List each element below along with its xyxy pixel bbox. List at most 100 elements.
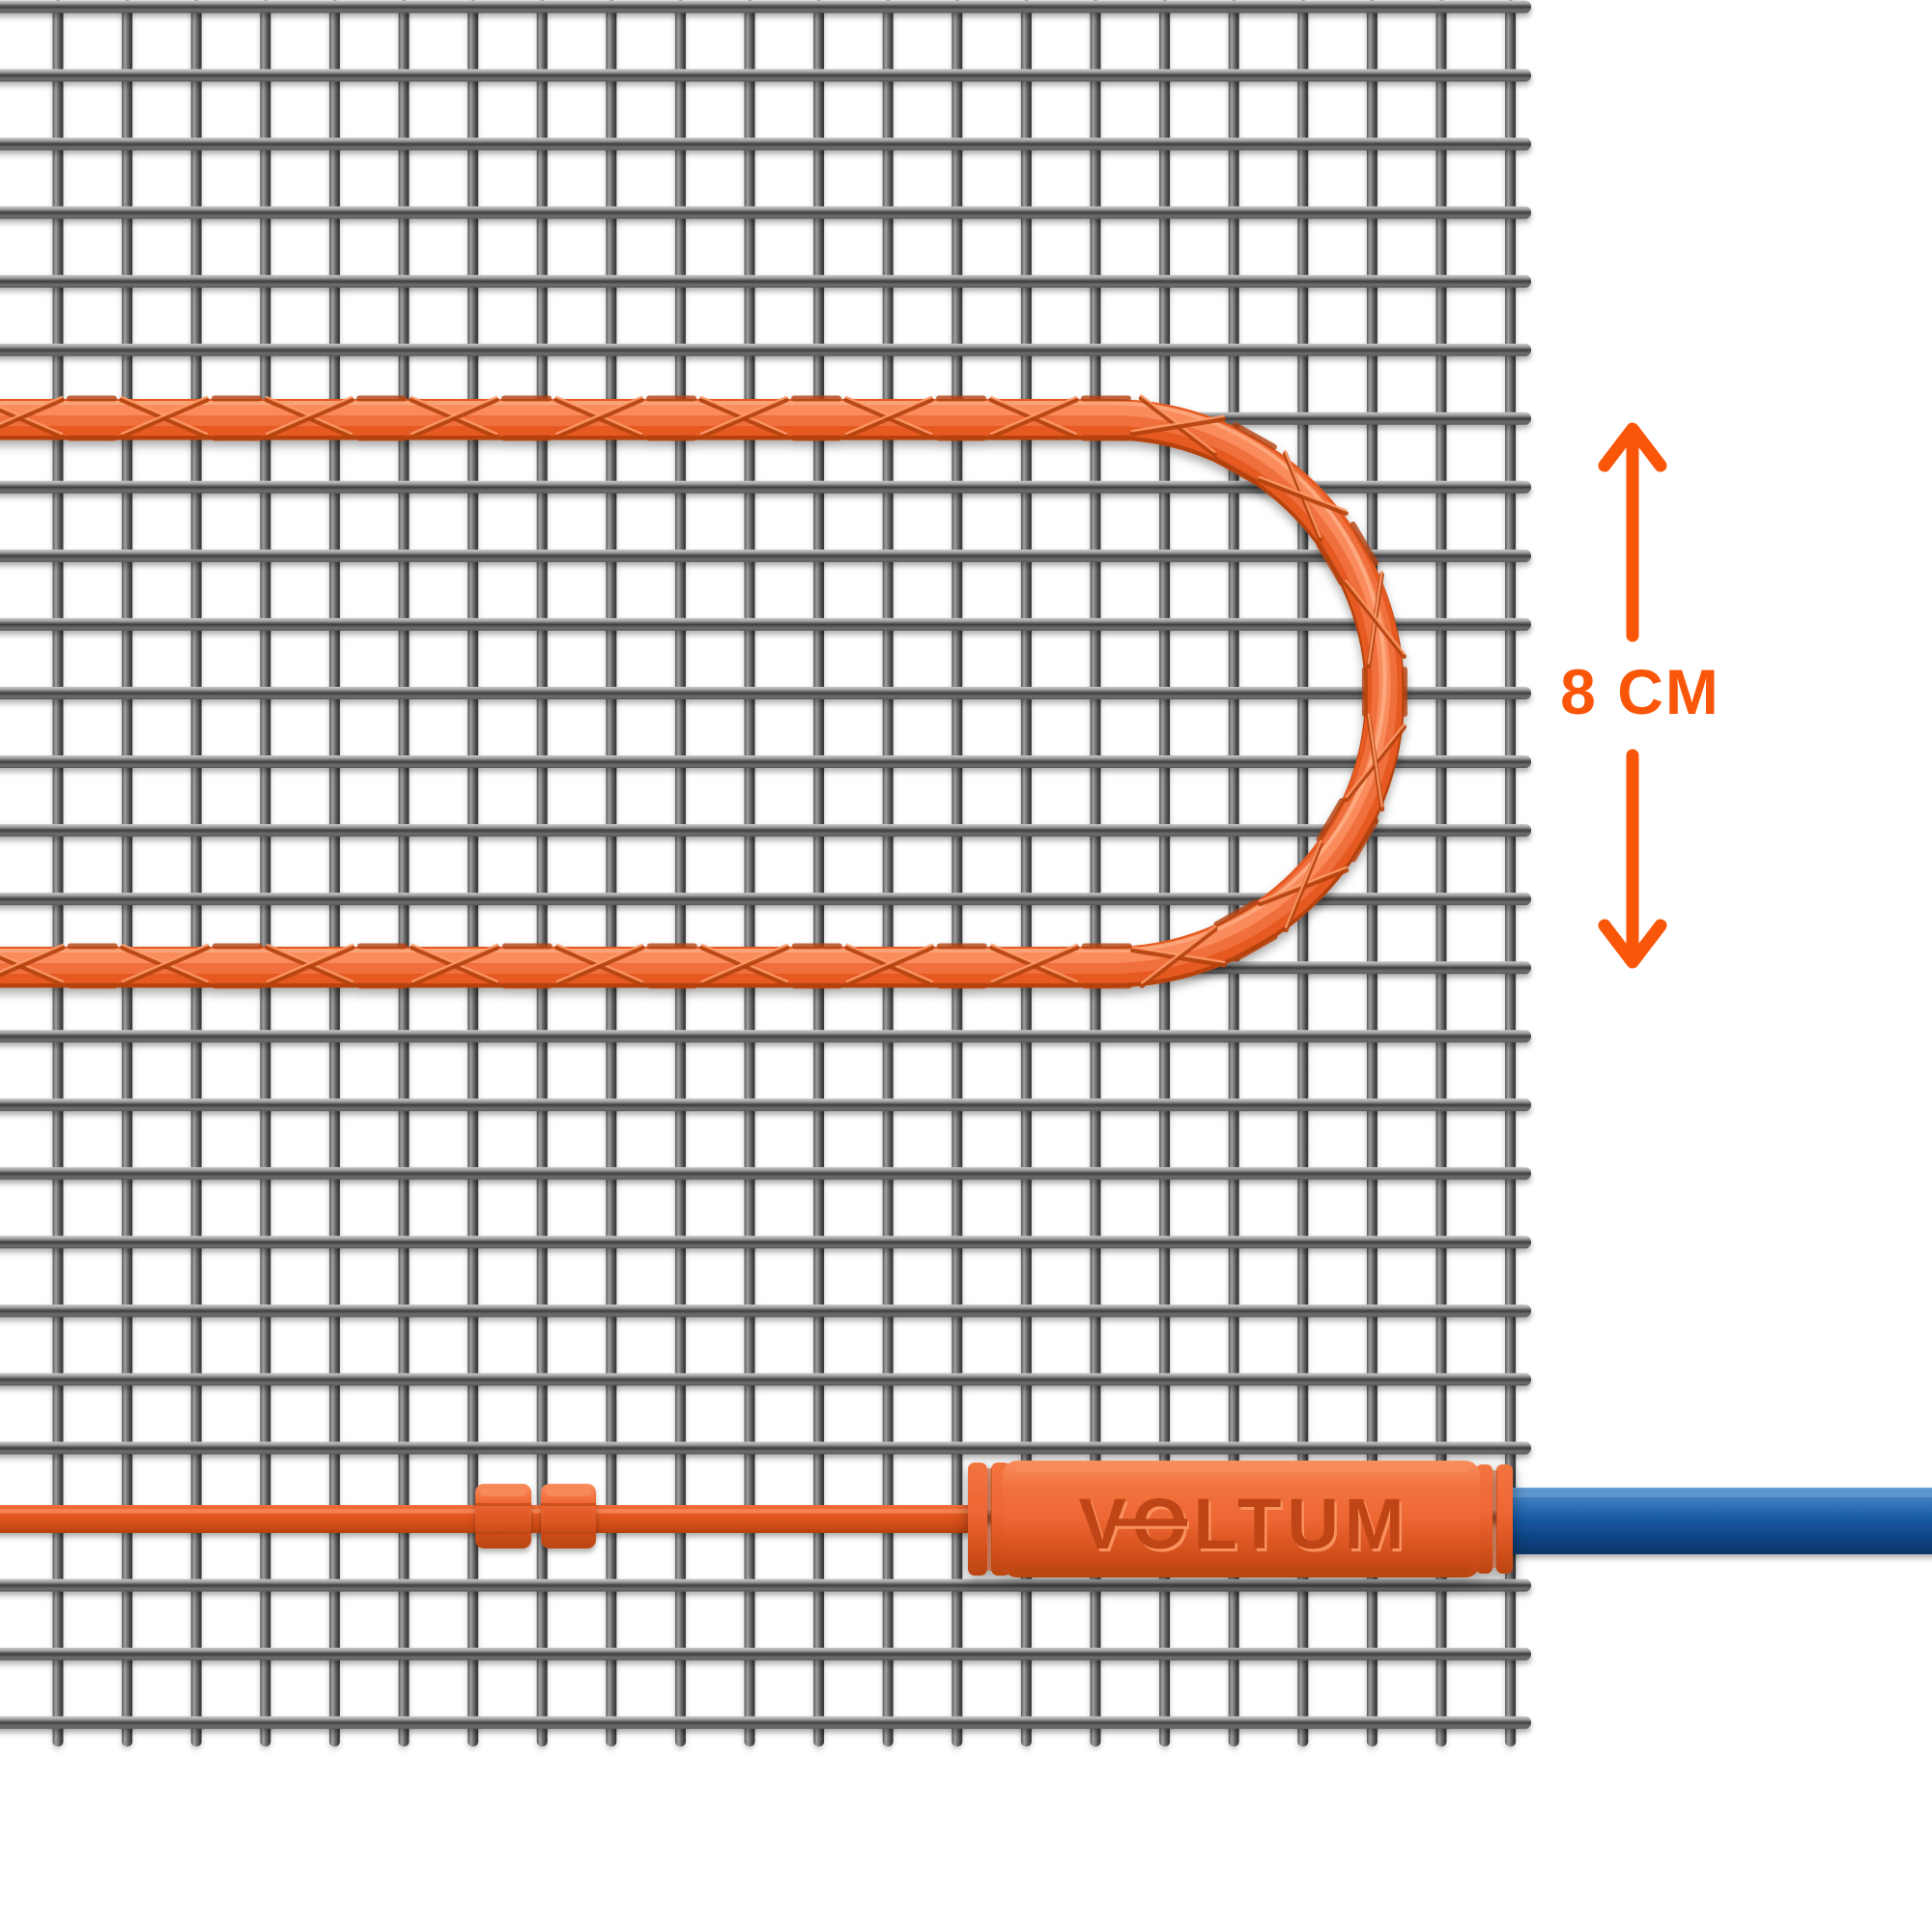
mesh-horizontal-wire: [0, 1716, 1531, 1729]
arrow-up-icon: [1598, 422, 1667, 642]
connector-right-ring: [1476, 1464, 1492, 1574]
spacing-dimension-label: 8 CM: [1560, 656, 1720, 727]
clip-top-highlight: [480, 1489, 526, 1496]
mesh-horizontal-wire: [0, 206, 1531, 219]
spiral-wrap-ridge: [119, 397, 210, 440]
power-cord-blue: [1503, 1488, 1932, 1554]
spiral-wrap-ridge-highlight: [121, 943, 210, 983]
mesh-horizontal-wire: [0, 687, 1531, 699]
mesh-horizontal-wire: [0, 1647, 1531, 1661]
clip-top-highlight: [546, 1489, 591, 1496]
spiral-wrap-ridge: [988, 397, 1079, 440]
mesh-vertical-wire: [52, 0, 64, 1747]
connector-brand-logo: VOLTUM VOLTUM: [1079, 1484, 1406, 1567]
mesh-vertical-wire: [260, 0, 271, 1747]
spiral-wrap-ridge-highlight: [700, 943, 788, 983]
mesh-vertical-wire: [674, 0, 686, 1747]
spiral-wrap-bump: [1316, 798, 1345, 842]
spiral-wrap-bump: [1212, 456, 1258, 485]
spiral-wrap-ridge-highlight: [266, 943, 354, 983]
mesh-horizontal-wire: [0, 480, 1531, 494]
spiral-wrap-ridge-highlight: [1284, 839, 1322, 928]
connector-top-bevel: [1014, 1466, 1468, 1472]
spiral-wrap-ridge-highlight: [555, 943, 643, 983]
spiral-wrap-ridge-highlight: [411, 943, 498, 983]
spiral-wrap-ridge-highlight: [989, 395, 1078, 436]
spiral-wrap-ridge: [844, 945, 935, 987]
connector-right-ring: [1496, 1464, 1513, 1574]
spiral-wrap-ridge-highlight: [844, 395, 933, 436]
spiral-wrap-bump: [1316, 541, 1345, 586]
mesh-horizontal-wire: [0, 1030, 1531, 1043]
spiral-wrap-ridge: [265, 945, 355, 987]
clip-groove: [475, 1531, 531, 1534]
power-cord-highlight: [1509, 1492, 1932, 1497]
connector-body: [1003, 1461, 1480, 1577]
power-cord-body: [1503, 1488, 1932, 1554]
mesh-horizontal-wire: [0, 137, 1531, 151]
spiral-wrap-ridge: [120, 945, 211, 987]
spiral-wrap-ridge: [410, 945, 500, 987]
spiral-wrap-ridge-highlight: [265, 395, 354, 436]
spiral-wrap-ridge: [264, 397, 355, 440]
mesh-vertical-wire: [606, 0, 617, 1747]
splice-clip-left: [475, 1484, 531, 1548]
spiral-wrap-ridge: [843, 397, 934, 440]
spiral-wrap-ridge-highlight: [845, 943, 933, 983]
mesh-vertical-wire: [328, 0, 340, 1747]
mesh-horizontal-wire: [0, 1578, 1531, 1592]
voltum-connector: VOLTUM VOLTUM: [968, 1461, 1513, 1577]
heating-cable-layer: [0, 401, 1387, 952]
spiral-wrap-ridge: [554, 397, 644, 440]
mesh-horizontal-wire: [0, 893, 1531, 906]
connector-ring-groove: [1492, 1470, 1497, 1568]
spiral-wrap-ridge: [409, 397, 499, 440]
spiral-wrap-ridge: [1257, 477, 1349, 516]
mesh-vertical-wire: [952, 0, 963, 1747]
mesh-horizontal-wire: [0, 549, 1531, 562]
spiral-wrap-ridge-highlight: [990, 943, 1079, 983]
heating-cable-loop: [0, 394, 1407, 989]
mesh-vertical-wire: [813, 0, 825, 1747]
connector-bottom-shade: [1014, 1566, 1468, 1573]
spiral-wrap-ridge: [698, 397, 789, 440]
spiral-wrap-ridge-highlight: [1140, 924, 1217, 984]
spiral-wrap-ridge-highlight: [0, 943, 65, 974]
spiral-wrap-ridge-highlight: [1130, 414, 1225, 433]
mesh-horizontal-wire: [0, 1441, 1531, 1455]
spacing-dimension: 8 CM: [1560, 422, 1720, 969]
spiral-wrap-ridge-highlight: [0, 395, 64, 425]
spiral-wrap-ridge: [554, 945, 645, 987]
spiral-wrap-ridge: [1139, 926, 1218, 988]
spiral-wrap-ridge: [1344, 582, 1406, 659]
cable-splice-clips: [475, 1484, 596, 1548]
mesh-vertical-wire: [882, 0, 894, 1747]
clip-groove: [541, 1531, 596, 1534]
spiral-wrap-ridge: [0, 945, 66, 978]
spiral-wrap-ridge-highlight: [1345, 580, 1406, 655]
spiral-wrap-ridge-highlight: [410, 395, 498, 436]
spiral-wrap-ridge: [0, 397, 65, 430]
arrow-down-icon: [1598, 749, 1667, 969]
mesh-horizontal-wire: [0, 0, 1531, 14]
spiral-wrap-bump: [1213, 899, 1259, 927]
connector-ring-groove: [987, 1468, 992, 1571]
mesh-vertical-wire: [398, 0, 410, 1747]
mesh-horizontal-wire: [0, 1373, 1531, 1386]
mesh-horizontal-wire: [0, 69, 1531, 82]
mesh-horizontal-wire: [0, 343, 1531, 356]
mesh-horizontal-wire: [0, 274, 1531, 288]
spiral-wrap-bump: [1232, 422, 1277, 450]
mesh-horizontal-wire: [0, 1304, 1531, 1318]
connector-left-ring: [968, 1463, 987, 1576]
mesh-horizontal-wire: [0, 755, 1531, 768]
mesh-vertical-wire: [468, 0, 479, 1747]
clip-groove: [541, 1503, 596, 1506]
mesh-vertical-wire: [536, 0, 548, 1747]
mesh-horizontal-wire: [0, 824, 1531, 838]
mesh-horizontal-wire: [0, 1236, 1531, 1249]
mesh-horizontal-wire: [0, 1098, 1531, 1112]
spiral-wrap-ridge: [989, 945, 1080, 987]
